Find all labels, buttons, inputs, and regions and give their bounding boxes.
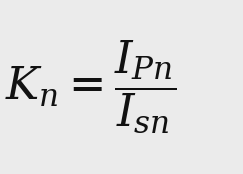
Text: $K_n = \dfrac{I_{Pn}}{I_{sn}}$: $K_n = \dfrac{I_{Pn}}{I_{sn}}$	[5, 38, 176, 136]
